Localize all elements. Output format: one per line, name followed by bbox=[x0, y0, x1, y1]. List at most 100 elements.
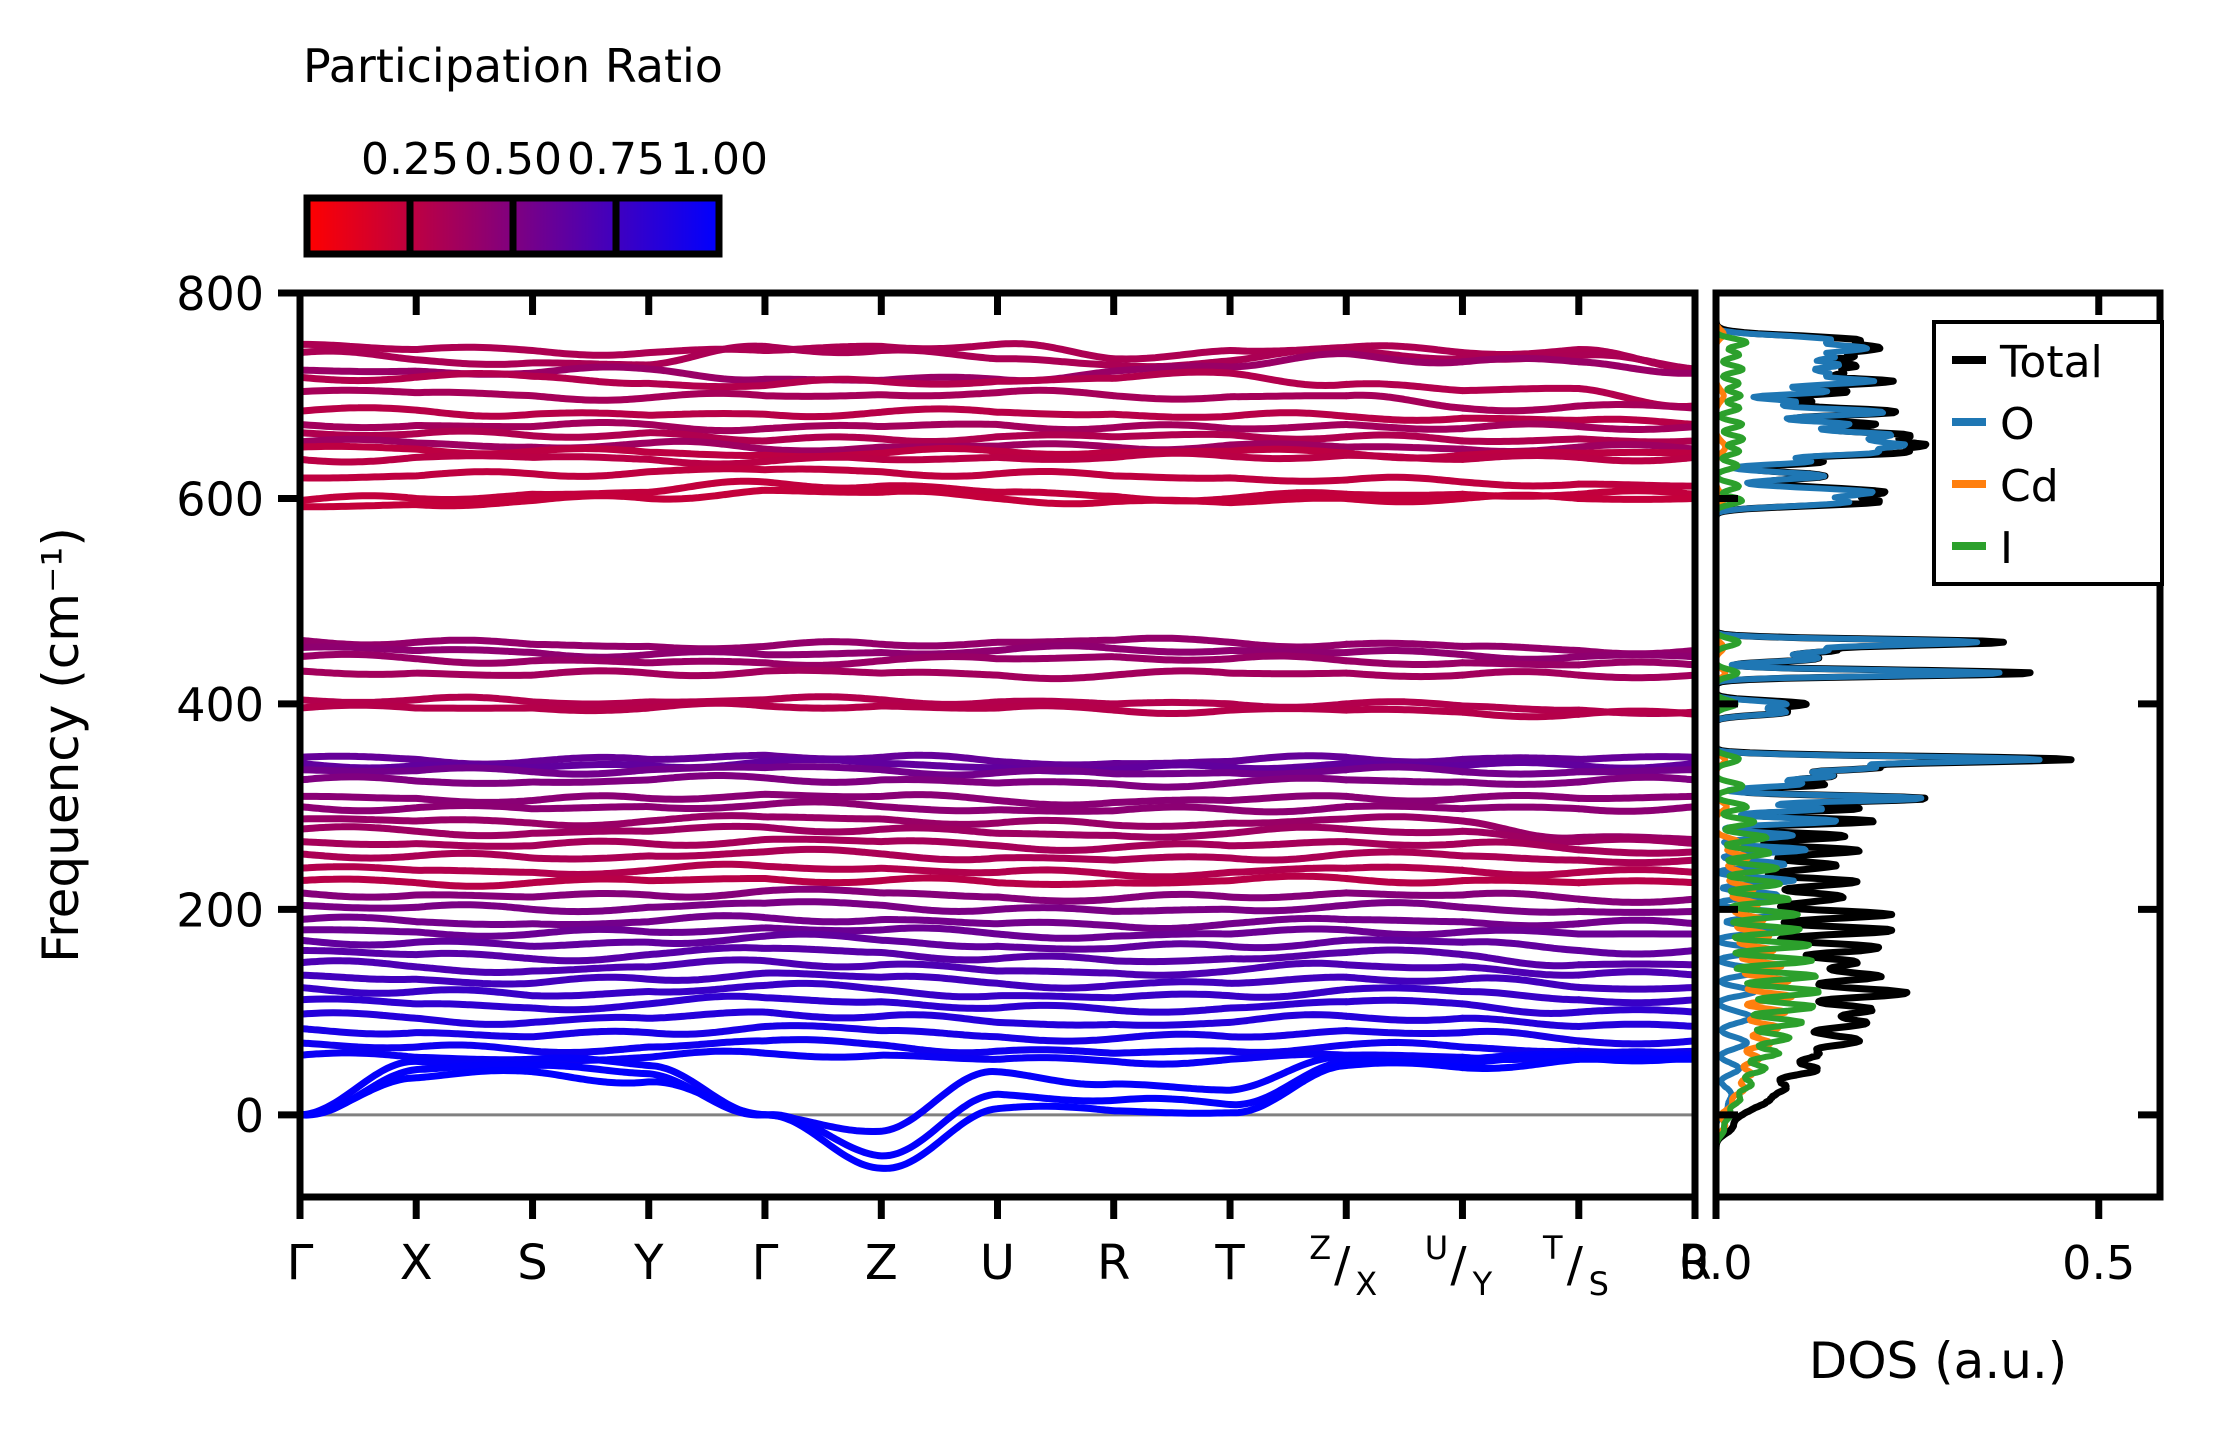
band-curve bbox=[1459, 452, 1583, 463]
band-curve bbox=[1342, 996, 1466, 1008]
band-curve bbox=[296, 1062, 1350, 1172]
band-curve bbox=[1575, 916, 1699, 928]
band-curve bbox=[1575, 351, 1699, 373]
band-curve bbox=[296, 930, 1350, 953]
band-curve bbox=[296, 822, 1350, 841]
band-curve bbox=[1459, 659, 1583, 669]
band-curve bbox=[296, 693, 1350, 711]
band-curve bbox=[1342, 825, 1466, 837]
band-curve bbox=[1342, 1027, 1466, 1037]
y-axis-ticks: 0 200 400 600 800 bbox=[176, 267, 300, 1143]
band-curve bbox=[1342, 946, 1466, 959]
band-curve bbox=[1342, 984, 1466, 995]
band-curve bbox=[1459, 768, 1583, 778]
legend-items: Total O Cd I bbox=[1952, 337, 2103, 574]
dos-x-tick-label: 0.5 bbox=[2062, 1236, 2135, 1290]
band-curve bbox=[296, 634, 1350, 653]
band-curve bbox=[1575, 415, 1699, 428]
high-symmetry-label-fraction: Z / X bbox=[1309, 1229, 1377, 1303]
high-symmetry-label-fraction: U / Y bbox=[1425, 1229, 1493, 1303]
band-curve bbox=[1575, 753, 1699, 763]
band-curve bbox=[296, 835, 1350, 854]
band-curve bbox=[1459, 384, 1583, 395]
band-curve bbox=[1342, 669, 1466, 681]
band-curve bbox=[296, 404, 1350, 421]
band-curve bbox=[1459, 1014, 1583, 1030]
band-curve bbox=[1575, 658, 1699, 669]
band-curve bbox=[1459, 435, 1583, 445]
band-curve bbox=[296, 418, 1350, 435]
band-curve bbox=[296, 386, 1350, 404]
band-curve bbox=[1342, 342, 1466, 357]
band-curve bbox=[296, 763, 1350, 779]
band-curve bbox=[296, 912, 1350, 932]
band-curve bbox=[1459, 838, 1583, 854]
band-curve bbox=[1575, 773, 1699, 786]
band-curve bbox=[1575, 453, 1699, 465]
band-curve bbox=[1342, 936, 1466, 946]
band-curve bbox=[1459, 642, 1583, 654]
band-curve bbox=[1342, 1051, 1466, 1061]
band-curve bbox=[1575, 651, 1699, 661]
band-curve bbox=[296, 1008, 1350, 1029]
band-curve bbox=[1459, 926, 1583, 938]
band-curve bbox=[1575, 846, 1699, 857]
band-curve bbox=[1342, 813, 1466, 825]
fraction-numerator: Z bbox=[1309, 1229, 1331, 1267]
band-curve bbox=[1575, 480, 1699, 490]
band-curve bbox=[296, 772, 1350, 791]
band-curve bbox=[1575, 856, 1699, 867]
band-curve bbox=[1575, 983, 1699, 993]
band-curve bbox=[1575, 835, 1699, 848]
band-curve bbox=[1575, 968, 1699, 979]
band-curve bbox=[1459, 346, 1583, 358]
high-symmetry-label: T bbox=[1214, 1235, 1245, 1291]
band-curve bbox=[1342, 1038, 1466, 1051]
band-curve bbox=[296, 798, 1350, 816]
band-curve bbox=[296, 845, 1350, 864]
band-curve bbox=[1575, 1020, 1699, 1030]
band-curve bbox=[1459, 354, 1583, 366]
band-curve bbox=[1459, 402, 1583, 415]
band-curve bbox=[1575, 803, 1699, 815]
legend-label-i: I bbox=[2000, 523, 2013, 574]
band-curve bbox=[296, 465, 1350, 485]
colorbar-tick-label: 1.00 bbox=[670, 134, 768, 185]
phonon-band-structure-plot: Frequency (cm⁻¹) 0 200 400 600 800 Γ X S Y Γ Z U R T… bbox=[32, 267, 1712, 1303]
band-curve bbox=[1459, 668, 1583, 679]
band-curve bbox=[1342, 961, 1466, 972]
band-curve bbox=[1575, 895, 1699, 906]
band-curve bbox=[1342, 647, 1466, 659]
band-curve bbox=[1342, 763, 1466, 776]
band-curve bbox=[1459, 876, 1583, 887]
band-curve bbox=[296, 427, 1350, 445]
band-curve bbox=[296, 860, 1350, 881]
dos-x-tick-label: 0.0 bbox=[1679, 1236, 1752, 1290]
band-curve bbox=[1342, 705, 1466, 716]
band-curve bbox=[1459, 963, 1583, 979]
band-curve bbox=[1342, 412, 1466, 424]
colorbar-tick-label: 0.25 bbox=[361, 134, 459, 185]
band-curve bbox=[296, 979, 1350, 1002]
x-axis-tick-marks bbox=[296, 293, 1699, 1219]
band-curve bbox=[296, 872, 1350, 890]
y-tick-label: 0 bbox=[235, 1089, 264, 1143]
band-curve bbox=[1459, 759, 1583, 769]
band-curve bbox=[1459, 651, 1583, 663]
band-curve bbox=[296, 642, 1350, 661]
dos-x-tick-labels: 0.0 0.5 bbox=[1679, 1236, 2135, 1290]
band-curve bbox=[1342, 875, 1466, 887]
high-symmetry-label: Y bbox=[633, 1235, 664, 1291]
band-curve bbox=[1575, 1006, 1699, 1016]
band-curve bbox=[1459, 974, 1583, 991]
band-curve bbox=[1459, 1000, 1583, 1017]
band-curve bbox=[1342, 380, 1466, 395]
band-curve bbox=[296, 1022, 1350, 1045]
band-curve bbox=[1342, 889, 1466, 899]
band-curve bbox=[1342, 421, 1466, 433]
band-curve bbox=[1459, 988, 1583, 1004]
y-tick-label: 200 bbox=[176, 883, 264, 937]
band-curve bbox=[1459, 478, 1583, 490]
fraction-denominator: S bbox=[1589, 1265, 1609, 1303]
